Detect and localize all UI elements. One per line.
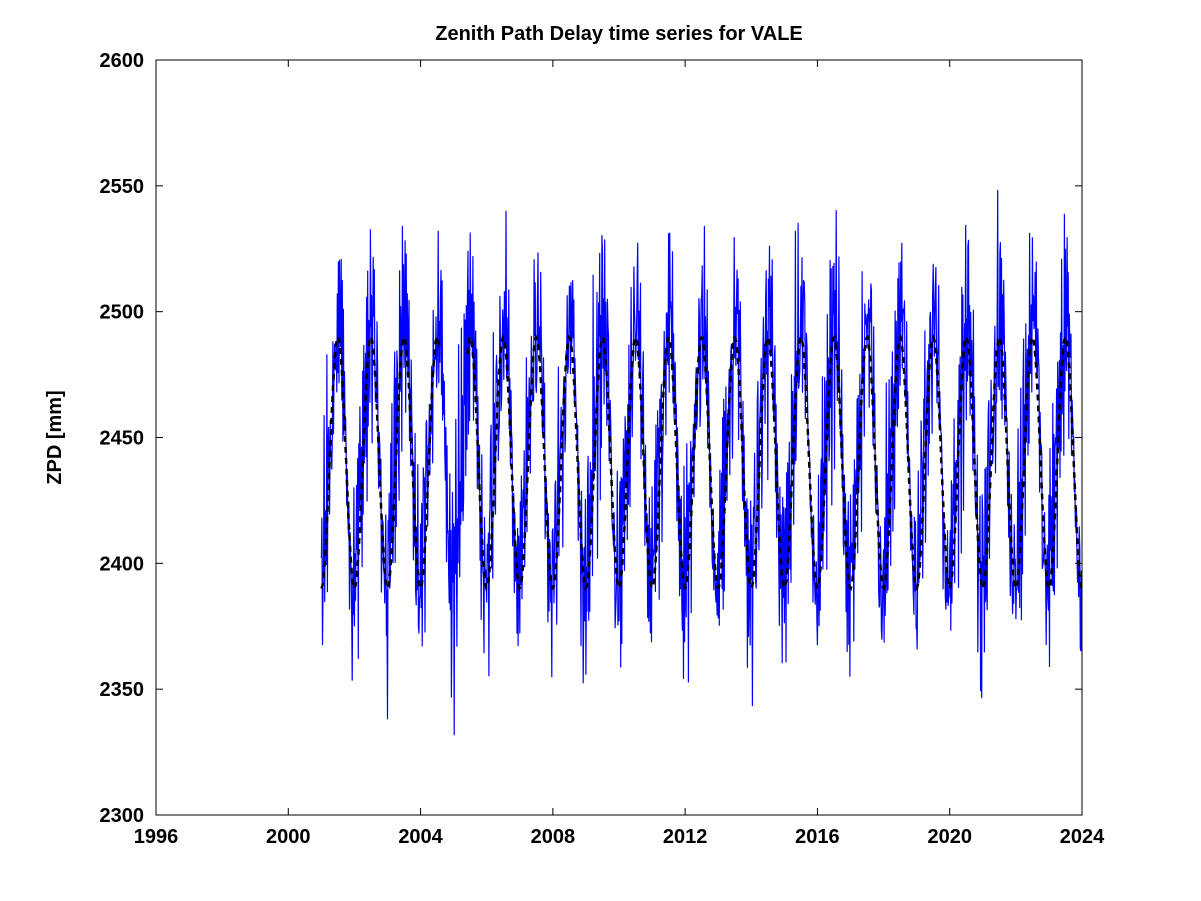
x-tick-label: 2012 xyxy=(663,826,708,848)
x-tick-label: 2016 xyxy=(795,826,840,848)
x-tick-label: 2024 xyxy=(1060,826,1105,848)
x-tick-label: 2020 xyxy=(927,826,972,848)
y-tick-label: 2400 xyxy=(100,553,145,575)
y-tick-label: 2350 xyxy=(100,679,145,701)
y-axis-label: ZPD [mm] xyxy=(44,390,66,484)
y-tick-label: 2500 xyxy=(100,302,145,324)
chart-title: Zenith Path Delay time series for VALE xyxy=(435,23,803,45)
y-tick-label: 2300 xyxy=(100,805,145,827)
y-tick-label: 2550 xyxy=(100,176,145,198)
zpd-time-series-chart: 1996 2000 2004 2008 2012 2016 2020 2024 2300 2350… xyxy=(0,0,1201,901)
y-tick-label: 2450 xyxy=(100,428,145,450)
x-tick-label: 2000 xyxy=(266,826,311,848)
x-tick-label: 2008 xyxy=(531,826,576,848)
chart-container: 1996 2000 2004 2008 2012 2016 2020 2024 2300 2350… xyxy=(0,0,1201,901)
x-tick-label: 1996 xyxy=(134,826,179,848)
y-tick-label: 2600 xyxy=(100,50,145,72)
x-tick-label: 2004 xyxy=(398,826,443,848)
